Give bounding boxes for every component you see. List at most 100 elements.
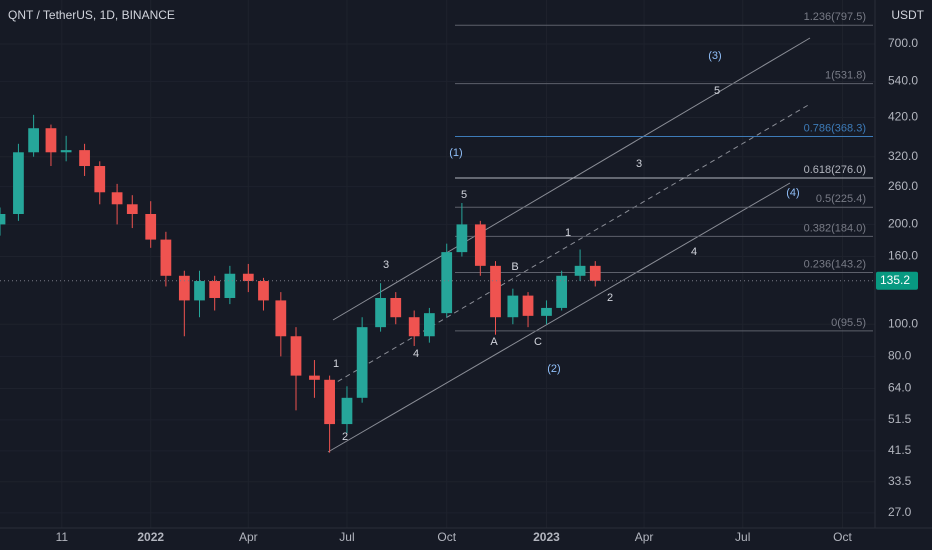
x-tick-label: Oct (437, 530, 456, 544)
channel-upper (332, 37, 811, 321)
y-tick-label: 41.5 (888, 443, 912, 457)
candle-body (456, 224, 468, 253)
y-tick-label: 64.0 (888, 381, 912, 395)
candle-body (290, 336, 302, 376)
candle-body (390, 297, 402, 318)
candle-body (224, 273, 236, 298)
candle-body (160, 239, 172, 276)
y-tick-label: 420.0 (888, 110, 918, 124)
wave-label: 2 (607, 292, 613, 304)
wave-label: 3 (636, 158, 642, 170)
candle-body (45, 128, 57, 153)
wave-label: (2) (547, 363, 560, 375)
wave-label: 2 (342, 431, 348, 443)
x-tick-label: 11 (56, 530, 69, 544)
wave-label: C (534, 336, 542, 348)
candle-body (474, 224, 486, 266)
y-tick-label: 100.0 (888, 316, 918, 330)
candle-body (341, 397, 353, 425)
last-price-box (876, 271, 918, 290)
wave-label: A (490, 336, 498, 348)
candle-body (242, 273, 254, 282)
wave-label: 1 (565, 227, 571, 239)
wave-label: 1 (333, 358, 339, 370)
y-tick-label: 80.0 (888, 349, 912, 363)
fib-label: 0(95.5) (831, 317, 866, 329)
fib-levels: 1.236(797.5) 1(531.8) 0.786(368.3) 0.618(27… (455, 11, 873, 332)
candle-body (541, 307, 552, 316)
wave-label: (1) (449, 147, 462, 159)
candle-body (375, 297, 386, 328)
candle-body (209, 281, 221, 298)
channel-lines (327, 37, 811, 453)
candle-body (556, 275, 568, 308)
wave-label: B (511, 261, 518, 273)
x-tick-label: 2022 (137, 530, 164, 544)
candle-body (490, 265, 501, 318)
candle-body (79, 150, 90, 167)
candle-body (408, 317, 420, 337)
x-tick-label: 2023 (533, 530, 560, 544)
candle-body (28, 128, 39, 153)
candle-body (275, 300, 287, 337)
wave-label: 5 (461, 189, 467, 201)
candle-body (194, 281, 205, 301)
candle-body (356, 327, 368, 398)
wave-label: 3 (383, 259, 389, 271)
x-tick-label: Oct (833, 530, 852, 544)
x-tick-label: Apr (239, 530, 258, 544)
x-tick-label: Jul (339, 530, 354, 544)
y-tick-label: 260.0 (888, 179, 918, 193)
axes: 27.0 33.5 41.5 51.5 64.0 80.0 100.0 160.0 200.0 2… (56, 36, 919, 544)
wave-labels: (1) (2) (3) (4) 1 2 3 4 5 A B C 1 2 3 4 5 (333, 50, 800, 443)
candle-body (589, 265, 601, 281)
wave-label: 4 (691, 246, 697, 258)
candle-body (441, 252, 453, 314)
candle-body (111, 192, 123, 205)
chart-title: QNT / TetherUS, 1D, BINANCE (8, 8, 175, 22)
candle-body (507, 295, 519, 318)
y-tick-label: 540.0 (888, 74, 918, 88)
wave-label: (4) (786, 187, 799, 199)
grid (0, 0, 875, 528)
y-tick-label: 33.5 (888, 474, 912, 488)
wave-label: (3) (708, 50, 721, 62)
wave-label: 5 (714, 85, 720, 97)
wave-label: 4 (413, 348, 419, 360)
y-tick-label: 27.0 (888, 505, 912, 519)
currency-label: USDT (891, 8, 924, 22)
fib-label: 0.236(143.2) (804, 258, 866, 270)
x-tick-label: Apr (635, 530, 654, 544)
candle-body (258, 281, 269, 301)
candle-body (13, 152, 24, 214)
fib-label: 0.618(276.0) (804, 164, 866, 176)
candle-body (0, 213, 6, 225)
last-price-label: 135.2 (880, 273, 910, 287)
fib-label: 0.382(184.0) (804, 222, 866, 234)
candle-body (94, 166, 106, 193)
channel-lower (327, 182, 791, 453)
y-tick-label: 700.0 (888, 36, 918, 50)
y-tick-label: 51.5 (888, 412, 912, 426)
x-tick-label: Jul (735, 530, 750, 544)
y-tick-label: 160.0 (888, 249, 918, 263)
fib-label: 1(531.8) (825, 69, 866, 81)
fib-label: 0.786(368.3) (804, 122, 866, 134)
candle-body (126, 204, 138, 214)
fib-label: 1.236(797.5) (804, 11, 866, 23)
y-tick-label: 320.0 (888, 149, 918, 163)
candle-body (324, 379, 335, 425)
candle-body (145, 213, 157, 240)
channel-middle (329, 103, 811, 387)
candle-body (309, 375, 320, 380)
candle-body (423, 313, 435, 337)
y-tick-label: 200.0 (888, 217, 918, 231)
candle-body (178, 275, 190, 301)
candle-body (60, 150, 72, 153)
candle-body (522, 295, 534, 316)
fib-label: 0.5(225.4) (816, 193, 866, 205)
candle-body (574, 265, 586, 276)
candles (0, 114, 875, 453)
